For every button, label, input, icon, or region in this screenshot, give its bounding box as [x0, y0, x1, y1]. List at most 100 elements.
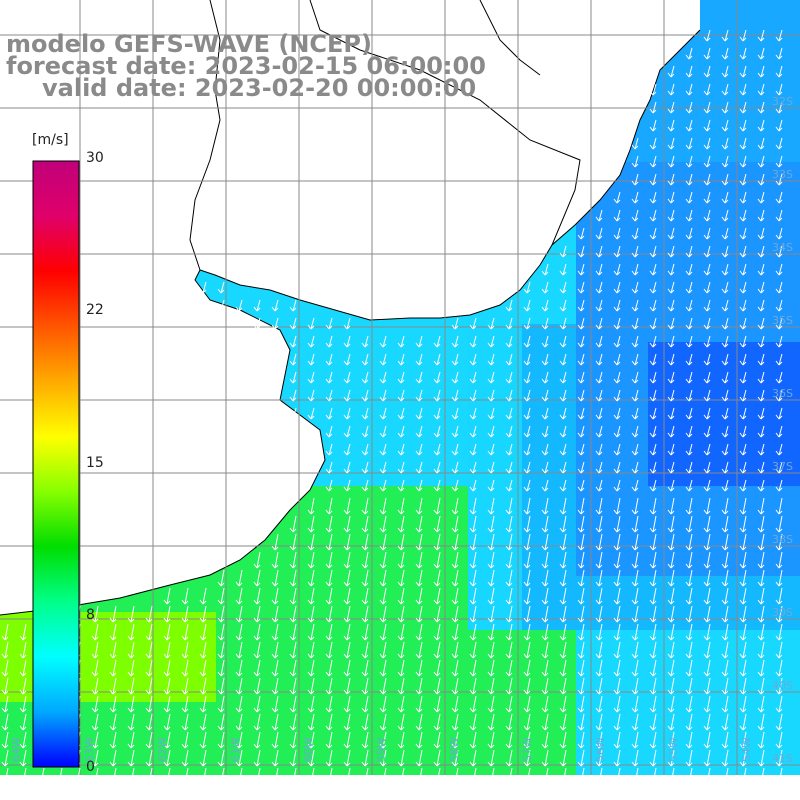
- wind-arrow: [415, 749, 423, 767]
- wind-arrow: [649, 767, 657, 785]
- wind-arrow: [631, 317, 639, 330]
- valid-date: valid date: 2023-02-20 00:00:00: [42, 74, 477, 102]
- wind-arrow: [541, 677, 549, 695]
- field-cell: [450, 666, 468, 684]
- field-cell: [702, 702, 720, 720]
- field-cell: [558, 738, 576, 756]
- model-title: modelo GEFS-WAVE (NCEP): [6, 30, 372, 58]
- field-cell: [468, 666, 486, 684]
- wind-arrow: [613, 389, 621, 402]
- field-cell: [18, 630, 36, 648]
- field-cell: [684, 630, 702, 648]
- wind-arrow: [505, 677, 513, 695]
- wind-arrow: [703, 407, 711, 420]
- wind-arrow: [487, 677, 495, 695]
- wind-arrow: [235, 767, 243, 785]
- wind-arrow: [613, 551, 621, 569]
- colorbar-gradient: [32, 160, 80, 768]
- wind-arrow: [145, 641, 153, 659]
- wind-arrow: [217, 605, 225, 623]
- field-cell: [324, 540, 342, 558]
- wind-arrow: [757, 551, 765, 569]
- wind-arrow: [523, 461, 531, 474]
- wind-arrow: [217, 767, 225, 785]
- wind-arrow: [307, 371, 315, 384]
- wind-arrow: [721, 749, 729, 767]
- wind-arrow: [649, 389, 657, 402]
- wind-arrow: [685, 65, 693, 78]
- wind-arrow: [451, 479, 459, 492]
- wind-arrow: [703, 299, 711, 312]
- lat-label: 37S: [772, 460, 793, 473]
- field-cell: [306, 648, 324, 666]
- wind-arrow: [703, 425, 711, 438]
- field-cell: [684, 540, 702, 558]
- field-cell: [486, 648, 504, 666]
- wind-arrow: [685, 425, 693, 438]
- wind-arrow: [55, 767, 63, 785]
- wind-arrow: [721, 587, 729, 605]
- wind-arrow: [685, 443, 693, 456]
- wind-arrow: [577, 479, 585, 492]
- field-cell: [738, 720, 756, 738]
- wind-arrow: [703, 731, 711, 749]
- wind-arrow: [469, 389, 477, 402]
- field-cell: [450, 738, 468, 756]
- field-cell: [684, 684, 702, 702]
- field-cell: [216, 702, 234, 720]
- field-cell: [378, 738, 396, 756]
- wind-arrow: [415, 533, 423, 551]
- field-cell: [792, 360, 800, 378]
- wind-arrow: [487, 461, 495, 474]
- wind-arrow: [415, 659, 423, 677]
- wind-arrow: [343, 317, 351, 330]
- wind-arrow: [523, 389, 531, 402]
- wind-arrow: [595, 335, 603, 348]
- field-cell: [702, 666, 720, 684]
- field-cell: [504, 648, 522, 666]
- field-cell: [792, 468, 800, 486]
- wind-arrow: [667, 443, 675, 456]
- wind-arrow: [199, 695, 207, 713]
- wind-arrow: [613, 767, 621, 785]
- field-cell: [270, 630, 288, 648]
- field-cell: [378, 540, 396, 558]
- wind-arrow: [739, 443, 747, 456]
- wind-arrow: [343, 515, 351, 533]
- wind-arrow: [721, 101, 729, 114]
- field-cell: [216, 684, 234, 702]
- wind-arrow: [649, 101, 657, 114]
- field-cell: [504, 540, 522, 558]
- wind-arrow: [541, 533, 549, 551]
- field-cell: [738, 522, 756, 540]
- wind-arrow: [343, 677, 351, 695]
- field-cell: [198, 666, 216, 684]
- wind-arrow: [91, 623, 99, 641]
- field-cell: [756, 738, 774, 756]
- wind-arrow: [775, 299, 783, 312]
- wind-arrow: [649, 425, 657, 438]
- field-cell: [648, 648, 666, 666]
- wind-arrow: [433, 605, 441, 623]
- field-cell: [396, 648, 414, 666]
- wind-arrow: [721, 407, 729, 420]
- wind-arrow: [523, 281, 531, 294]
- wind-arrow: [361, 677, 369, 695]
- field-cell: [288, 576, 306, 594]
- wind-arrow: [721, 497, 729, 515]
- field-cell: [702, 684, 720, 702]
- wind-arrow: [541, 641, 549, 659]
- wind-arrow: [775, 713, 783, 731]
- wind-arrow: [721, 767, 729, 785]
- field-cell: [0, 630, 18, 648]
- wind-arrow: [739, 749, 747, 767]
- wind-arrow: [289, 407, 297, 420]
- wind-arrow: [505, 713, 513, 731]
- wind-arrow: [685, 263, 693, 276]
- wind-arrow: [685, 47, 693, 60]
- wind-arrow: [757, 83, 765, 96]
- wind-arrow: [163, 695, 171, 713]
- wind-arrow: [667, 83, 675, 96]
- wind-arrow: [595, 461, 603, 474]
- wind-arrow: [415, 371, 423, 384]
